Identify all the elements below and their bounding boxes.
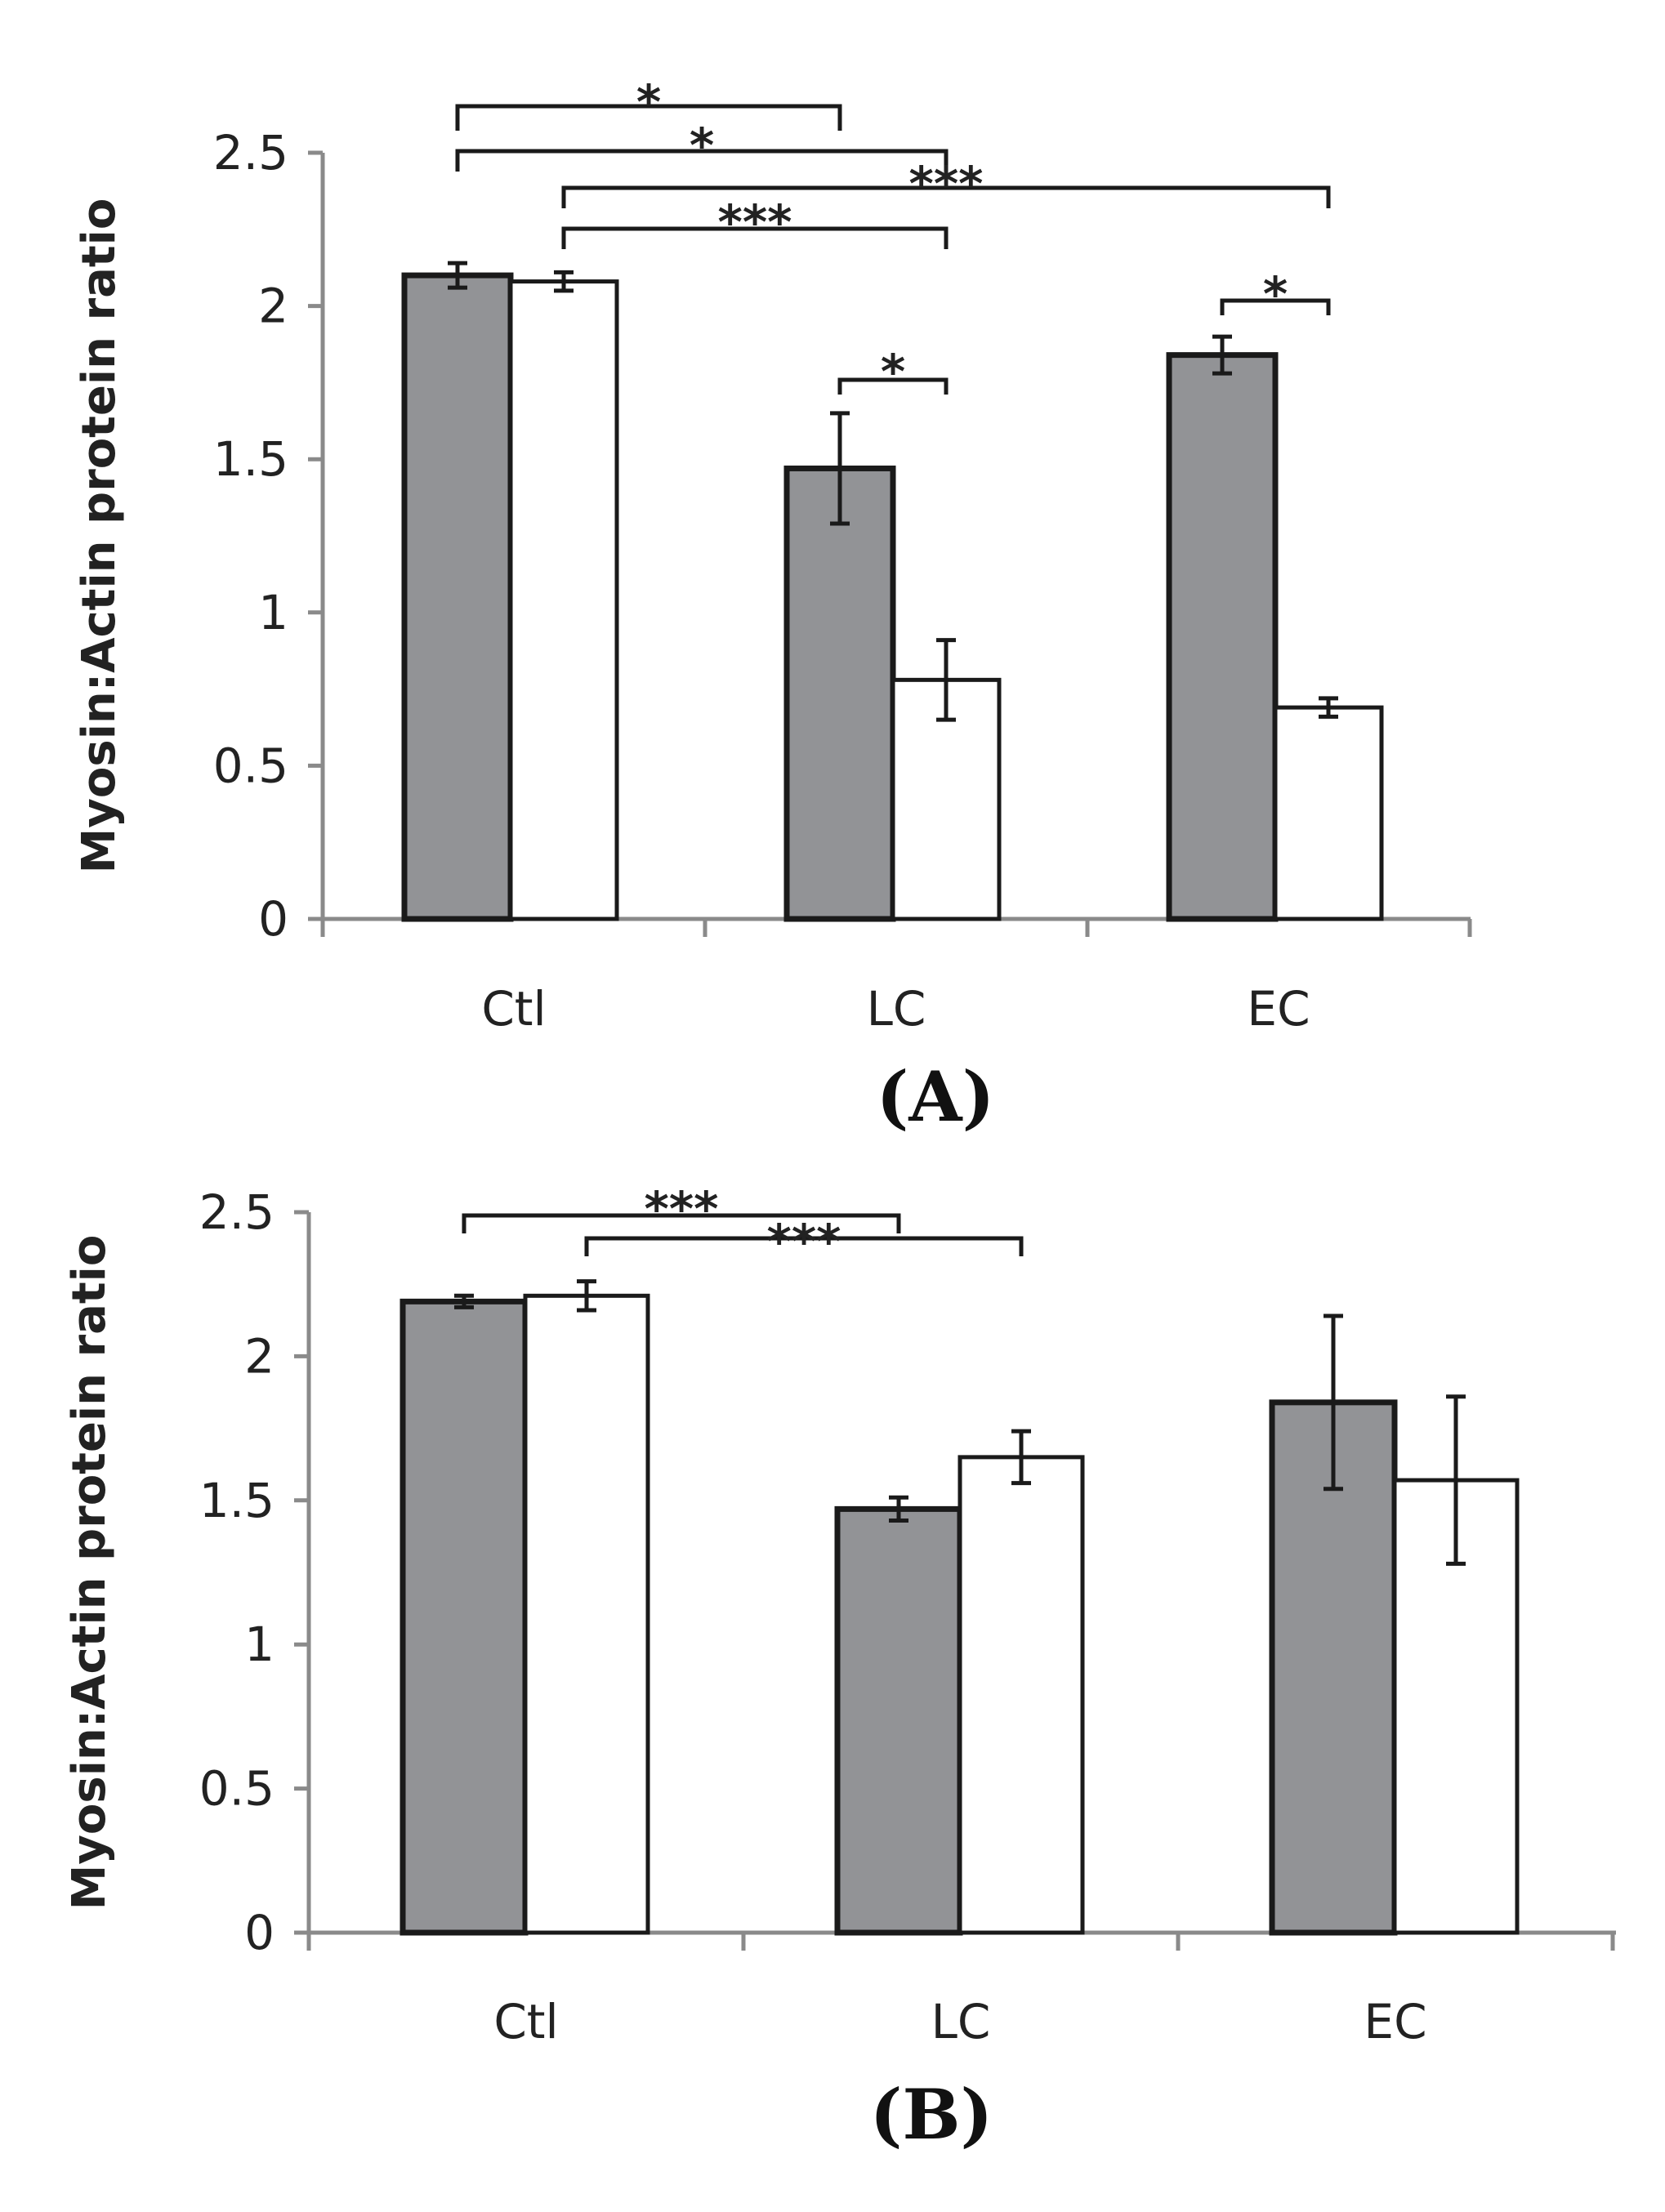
significance-label: * — [636, 74, 661, 130]
error-bar-white-ctl — [577, 1279, 596, 1313]
bracket-line — [462, 1213, 901, 1233]
bar-white-ctl — [508, 279, 619, 921]
bar-grey-ec — [1166, 352, 1279, 922]
significance-label: * — [1263, 266, 1288, 322]
y-tick-label: 0.5 — [199, 1761, 275, 1817]
bracket-line — [584, 1236, 1024, 1256]
bar-grey-lc — [834, 1505, 963, 1936]
error-bar-grey-ec — [1324, 1313, 1343, 1492]
significance-label: *** — [645, 1181, 719, 1237]
significance-label: * — [881, 344, 905, 399]
bar-white-lc — [957, 1455, 1085, 1935]
significance-label: *** — [909, 156, 984, 212]
error-bar-grey-ctl — [448, 261, 467, 290]
significance-label: * — [690, 118, 714, 173]
significance-bracket: * — [455, 118, 949, 173]
bar-white-ctl — [523, 1293, 650, 1935]
error-bar-white-ctl — [554, 270, 574, 293]
bracket-line — [561, 226, 949, 249]
bar-grey-lc — [783, 465, 896, 922]
error-bar-grey-lc — [830, 411, 850, 526]
bracket-line — [455, 149, 949, 172]
y-tick-label: 2 — [258, 279, 288, 334]
x-category-label: Ctl — [481, 981, 546, 1037]
panel-label: (A) — [877, 1056, 995, 1137]
bar-white-ec — [1273, 705, 1384, 921]
y-axis-title: Myosin:Actin protein ratio — [63, 1235, 116, 1911]
error-bar-white-ec — [1319, 696, 1338, 719]
x-category-label: LC — [931, 1994, 991, 2049]
x-category-label: Ctl — [493, 1994, 558, 2049]
bracket-line — [837, 377, 949, 395]
significance-bracket: * — [1220, 266, 1331, 322]
y-tick-label: 2.5 — [199, 1184, 275, 1240]
y-tick-label: 0.5 — [213, 738, 288, 793]
y-tick-label: 0 — [258, 891, 288, 947]
y-tick-label: 1 — [258, 585, 288, 640]
significance-label: *** — [767, 1214, 841, 1269]
bar-grey-ctl — [401, 272, 514, 922]
error-bar-white-lc — [936, 638, 956, 722]
chart-panel-b: 0 0.5 1 1.5 2 2.5 Ctl LC EC *** *** Myosin:Actin pr… — [63, 1181, 1616, 2155]
error-bar-grey-ctl — [454, 1293, 474, 1309]
y-tick-label: 1.5 — [213, 431, 288, 487]
bracket-line — [561, 185, 1331, 208]
error-bar-grey-ec — [1212, 334, 1232, 376]
y-tick-label: 2.5 — [213, 125, 288, 181]
significance-label: *** — [718, 194, 792, 250]
y-tick-label: 2 — [244, 1328, 275, 1384]
y-tick-label: 1 — [244, 1617, 275, 1672]
bar-grey-ctl — [400, 1298, 529, 1936]
y-tick-label: 1.5 — [199, 1473, 275, 1528]
significance-bracket: *** — [462, 1181, 901, 1237]
bracket-line — [455, 104, 842, 131]
panel-label: (B) — [870, 2074, 993, 2155]
error-bar-white-ec — [1446, 1394, 1466, 1566]
significance-bracket: *** — [561, 194, 949, 250]
error-bar-white-lc — [1011, 1429, 1031, 1486]
significance-bracket: * — [837, 344, 949, 399]
significance-bracket: * — [455, 74, 842, 131]
significance-bracket: *** — [584, 1214, 1024, 1269]
x-category-label: EC — [1247, 981, 1310, 1037]
error-bar-grey-lc — [889, 1495, 908, 1523]
x-category-label: EC — [1364, 1994, 1426, 2049]
y-axis-title: Myosin:Actin protein ratio — [73, 198, 126, 874]
bracket-line — [1220, 298, 1331, 315]
x-category-label: LC — [867, 981, 926, 1037]
significance-bracket: *** — [561, 156, 1331, 212]
y-tick-label: 0 — [244, 1905, 275, 1960]
